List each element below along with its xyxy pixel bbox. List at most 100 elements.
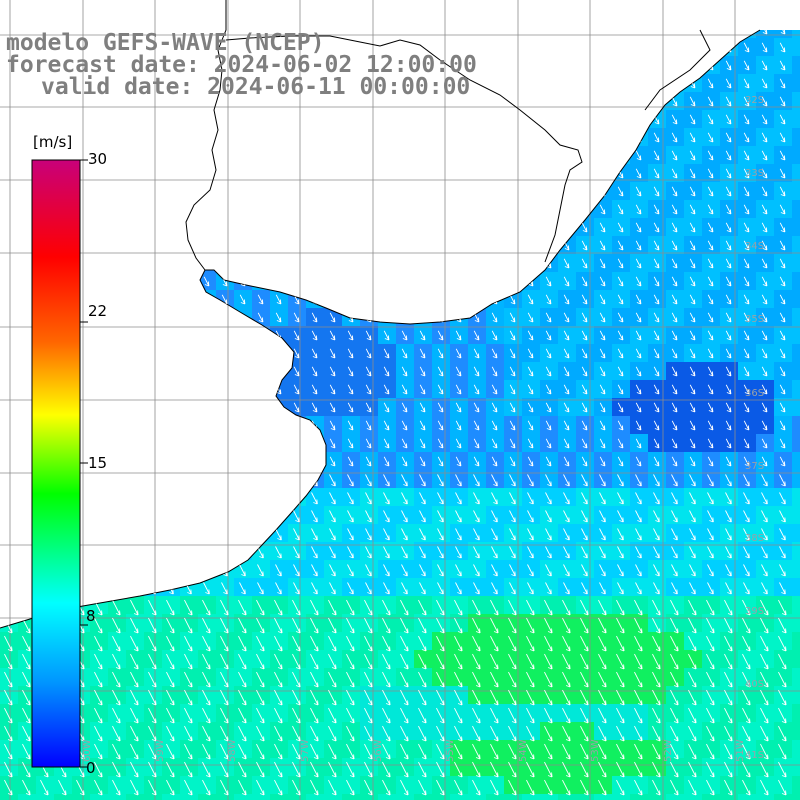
wind-cell: [720, 218, 738, 236]
wind-cell: [630, 236, 648, 254]
wind-arrow: [329, 582, 336, 595]
wind-cell: [648, 470, 666, 488]
wind-cell: [558, 560, 576, 578]
wind-arrow: [671, 510, 678, 523]
wind-arrow: [527, 420, 534, 431]
wind-cell: [360, 416, 378, 434]
wind-arrow: [581, 222, 588, 233]
wind-cell: [594, 434, 612, 452]
wind-arrow: [725, 204, 732, 215]
wind-cell: [450, 524, 468, 542]
wind-arrow: [761, 456, 768, 467]
wind-cell: [558, 488, 576, 506]
wind-arrow: [706, 707, 715, 724]
wind-arrow: [653, 546, 660, 559]
wind-cell: [468, 740, 486, 758]
wind-arrow: [652, 779, 661, 796]
wind-arrow: [473, 384, 480, 395]
wind-cell: [648, 416, 666, 434]
wind-arrow: [472, 599, 481, 616]
wind-cell: [540, 524, 558, 542]
wind-cell: [684, 344, 702, 362]
wind-arrow: [743, 330, 750, 341]
wind-cell: [342, 578, 360, 596]
wind-cell: [306, 326, 324, 344]
title-model: modelo GEFS-WAVE (NCEP): [6, 30, 325, 56]
wind-cell: [342, 722, 360, 740]
wind-cell: [414, 452, 432, 470]
wind-cell: [288, 632, 306, 650]
wind-arrow: [275, 546, 282, 559]
wind-cell: [666, 560, 684, 578]
wind-cell: [432, 524, 450, 542]
wind-cell: [360, 362, 378, 380]
wind-arrow: [742, 653, 751, 670]
wind-cell: [738, 272, 756, 290]
wind-cell: [594, 668, 612, 686]
wind-arrow: [203, 582, 210, 595]
wind-cell: [756, 92, 774, 110]
wind-arrow: [527, 474, 534, 487]
wind-cell: [270, 290, 288, 308]
wind-cell: [684, 488, 702, 506]
wind-cell: [306, 524, 324, 542]
wind-arrow: [617, 240, 624, 251]
wind-cell: [666, 794, 684, 800]
wind-arrow: [310, 707, 319, 724]
wind-arrow: [761, 114, 768, 125]
wind-cell: [234, 596, 252, 614]
wind-cell: [648, 308, 666, 326]
wind-arrow: [311, 384, 318, 395]
wind-cell: [396, 524, 414, 542]
wind-cell: [522, 704, 540, 722]
wind-cell: [450, 434, 468, 452]
wind-arrow: [490, 599, 499, 616]
wind-arrow: [347, 402, 354, 413]
wind-cell: [738, 110, 756, 128]
wind-arrow: [401, 564, 408, 577]
wind-arrow: [707, 582, 714, 595]
wind-arrow: [94, 743, 103, 760]
wind-arrow: [256, 725, 265, 742]
wind-cell: [774, 488, 792, 506]
wind-arrow: [184, 779, 193, 796]
wind-cell: [252, 614, 270, 632]
wind-cell: [648, 236, 666, 254]
wind-cell: [666, 344, 684, 362]
wind-cell: [594, 704, 612, 722]
wind-arrow: [526, 653, 535, 670]
wind-arrow: [347, 456, 354, 467]
wind-arrow: [743, 474, 750, 487]
wind-cell: [666, 290, 684, 308]
wind-arrow: [94, 671, 103, 688]
wind-arrow: [671, 132, 678, 143]
wind-arrow: [778, 689, 787, 706]
wind-cell: [720, 56, 738, 74]
wind-arrow: [581, 366, 588, 377]
wind-cell: [144, 650, 162, 668]
wind-arrow: [725, 114, 732, 125]
wind-cell: [306, 794, 324, 800]
wind-arrow: [400, 725, 409, 742]
wind-arrow: [580, 635, 589, 652]
wind-cell: [576, 452, 594, 470]
wind-cell: [342, 668, 360, 686]
wind-cell: [702, 596, 720, 614]
wind-arrow: [689, 312, 696, 323]
wind-arrow: [653, 528, 660, 541]
wind-cell: [162, 722, 180, 740]
wind-arrow: [634, 725, 643, 742]
wind-cell: [522, 722, 540, 740]
wind-arrow: [616, 653, 625, 670]
wind-cell: [54, 776, 72, 794]
wind-arrow: [22, 779, 31, 796]
wind-cell: [324, 326, 342, 344]
wind-arrow: [580, 617, 589, 634]
wind-cell: [720, 398, 738, 416]
wind-cell: [666, 398, 684, 416]
wind-cell: [576, 254, 594, 272]
wind-cell: [288, 668, 306, 686]
wind-arrow: [329, 312, 336, 323]
wind-arrow: [653, 312, 660, 323]
